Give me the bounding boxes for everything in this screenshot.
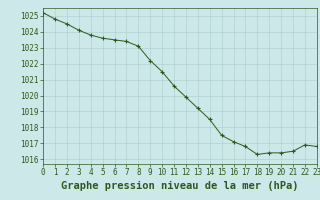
X-axis label: Graphe pression niveau de la mer (hPa): Graphe pression niveau de la mer (hPa) bbox=[61, 181, 299, 191]
